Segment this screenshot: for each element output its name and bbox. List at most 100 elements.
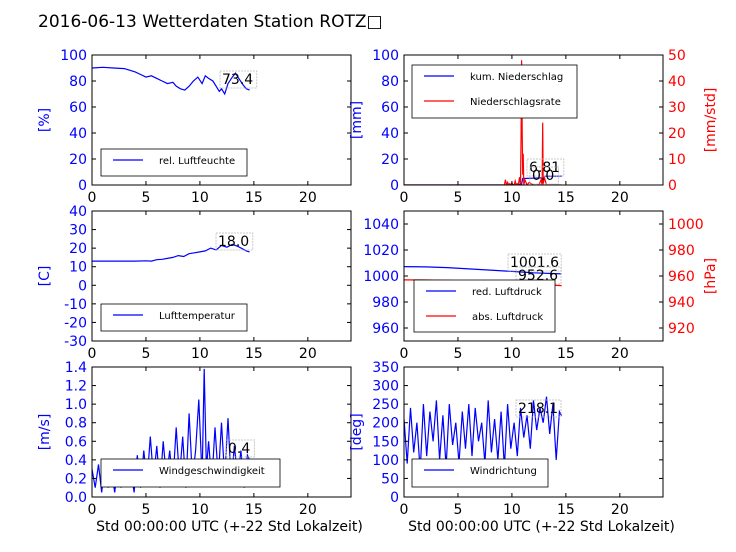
x-tick-label: 15 — [557, 502, 575, 518]
value-annotation: 0.0 — [532, 168, 554, 184]
axes-frame-wind — [91, 366, 352, 498]
panel-wind: 0 5 10 15 20 0.0 0.2 0.4 0.6 0.8 1.0 1.2 1.4 [m/s] Std… — [37, 360, 363, 535]
x-tick-label: 5 — [453, 346, 462, 362]
y-tick-label: 20 — [381, 152, 399, 168]
y-right-tick-label: 40 — [668, 74, 686, 90]
y-tick-label: 80 — [69, 74, 87, 90]
x-tick-label: 10 — [503, 190, 521, 206]
y-tick-label: 0.8 — [65, 416, 87, 432]
y-tick-label: 1.0 — [65, 397, 87, 413]
legend-box — [100, 458, 281, 488]
x-tick-label: 15 — [557, 346, 575, 362]
axes-frame-precip — [403, 54, 664, 186]
annotation-box — [215, 232, 254, 251]
x-tick-label: 0 — [88, 346, 97, 362]
y-right-tick-label: 0 — [668, 178, 677, 194]
x-tick-label: 20 — [611, 502, 629, 518]
y-tick-label: 100 — [372, 48, 399, 64]
x-axis-label: Std 00:00:00 UTC (+-22 Std Lokalzeit) — [96, 519, 363, 535]
y-tick-label: 10 — [69, 260, 87, 276]
panel-temp: 0 5 10 15 20 -30 -20 -10 0 10 20 30 40 [C] 18.0 Lufttem… — [37, 204, 352, 362]
x-tick-label: 0 — [400, 502, 409, 518]
y-tick-label: 40 — [69, 204, 87, 220]
y-tick-label: 1000 — [363, 269, 399, 285]
y-axis-label: [C] — [37, 266, 53, 287]
value-annotation: 18.0 — [218, 234, 249, 250]
y-tick-label: 40 — [69, 126, 87, 142]
y-axis-label: [m/s] — [37, 414, 53, 451]
y-tick-label: 80 — [381, 74, 399, 90]
x-tick-label: 10 — [503, 346, 521, 362]
series-line-humidity-0 — [92, 66, 250, 96]
y-tick-label: 100 — [60, 48, 87, 64]
value-annotation: 73.4 — [222, 72, 253, 88]
x-tick-label: 15 — [245, 346, 263, 362]
y-tick-label: -20 — [64, 315, 87, 331]
axes-frame-temp — [91, 210, 352, 342]
series-line-winddir-0 — [404, 396, 563, 472]
x-tick-label: 15 — [557, 190, 575, 206]
y-tick-label: 1040 — [363, 217, 399, 233]
page-title: 2016-06-13 Wetterdaten Station ROTZ□ — [38, 12, 383, 32]
y-right-tick-label: 50 — [668, 48, 686, 64]
y-tick-label: 0 — [78, 278, 87, 294]
y-tick-label: 150 — [372, 434, 399, 450]
y-tick-label: 0 — [78, 178, 87, 194]
y-tick-label: 20 — [69, 152, 87, 168]
legend-label: red. Luftdruck — [472, 287, 542, 298]
y-tick-label: 30 — [69, 223, 87, 239]
x-tick-label: 10 — [191, 346, 209, 362]
x-tick-label: 10 — [191, 502, 209, 518]
legend-label: Niederschlagsrate — [470, 97, 561, 108]
legend-label: abs. Luftdruck — [472, 312, 543, 323]
y-tick-label: 60 — [381, 100, 399, 116]
value-annotation: 6.81 — [529, 160, 560, 176]
legend-label: kum. Niederschlag — [470, 72, 563, 83]
x-axis-label: Std 00:00:00 UTC (+-22 Std Lokalzeit) — [408, 519, 675, 535]
annotation-box — [507, 253, 562, 272]
y-tick-label: 1.2 — [65, 379, 87, 395]
annotation-box — [529, 166, 560, 185]
y-right-tick-label: 30 — [668, 100, 686, 116]
y-tick-label: 0.0 — [65, 490, 87, 506]
y-axis-label: [deg] — [349, 413, 365, 450]
legend-box — [100, 148, 248, 177]
panel-humidity: 0 5 10 15 20 0 20 40 60 80 100 [%] 73.4 rel. Luftfeuc… — [37, 48, 352, 206]
y-tick-label: 1.4 — [65, 360, 87, 376]
x-tick-label: 0 — [400, 190, 409, 206]
y-right-axis-label: [mm/std] — [703, 88, 719, 153]
x-tick-label: 5 — [141, 502, 150, 518]
legend-box — [411, 64, 578, 119]
y-tick-label: 20 — [69, 241, 87, 257]
legend-label: rel. Luftfeuchte — [159, 156, 235, 167]
y-tick-label: 980 — [372, 295, 399, 311]
y-tick-label: 300 — [372, 379, 399, 395]
panel-precip: 0 5 10 15 20 0 20 40 60 80 100 0 10 20 30 40 50 [mm] [mm/s… — [349, 48, 719, 206]
y-right-axis-label: [hPa] — [703, 258, 719, 294]
legend-label: Windgeschwindigkeit — [159, 466, 265, 477]
y-right-tick-label: 1000 — [668, 217, 704, 233]
x-tick-label: 5 — [141, 346, 150, 362]
x-tick-label: 15 — [245, 502, 263, 518]
y-right-tick-label: 960 — [668, 269, 695, 285]
legend-box — [411, 458, 549, 488]
x-tick-label: 20 — [611, 346, 629, 362]
y-right-tick-label: 20 — [668, 126, 686, 142]
x-tick-label: 5 — [141, 190, 150, 206]
x-tick-label: 0 — [400, 346, 409, 362]
x-tick-label: 10 — [191, 190, 209, 206]
x-tick-label: 0 — [88, 502, 97, 518]
y-tick-label: 200 — [372, 416, 399, 432]
legend-box — [100, 303, 248, 332]
x-tick-label: 0 — [88, 190, 97, 206]
panel-pressure: 0 5 10 15 20 960 980 1000 1020 1040 920 940 960 980 10… — [363, 210, 719, 362]
x-tick-label: 20 — [611, 190, 629, 206]
annotation-box — [515, 399, 562, 418]
y-axis-label: [%] — [37, 108, 53, 132]
y-tick-label: 1020 — [363, 243, 399, 259]
y-tick-label: 40 — [381, 126, 399, 142]
y-tick-label: 350 — [372, 360, 399, 376]
value-annotation: 218.1 — [518, 401, 558, 417]
